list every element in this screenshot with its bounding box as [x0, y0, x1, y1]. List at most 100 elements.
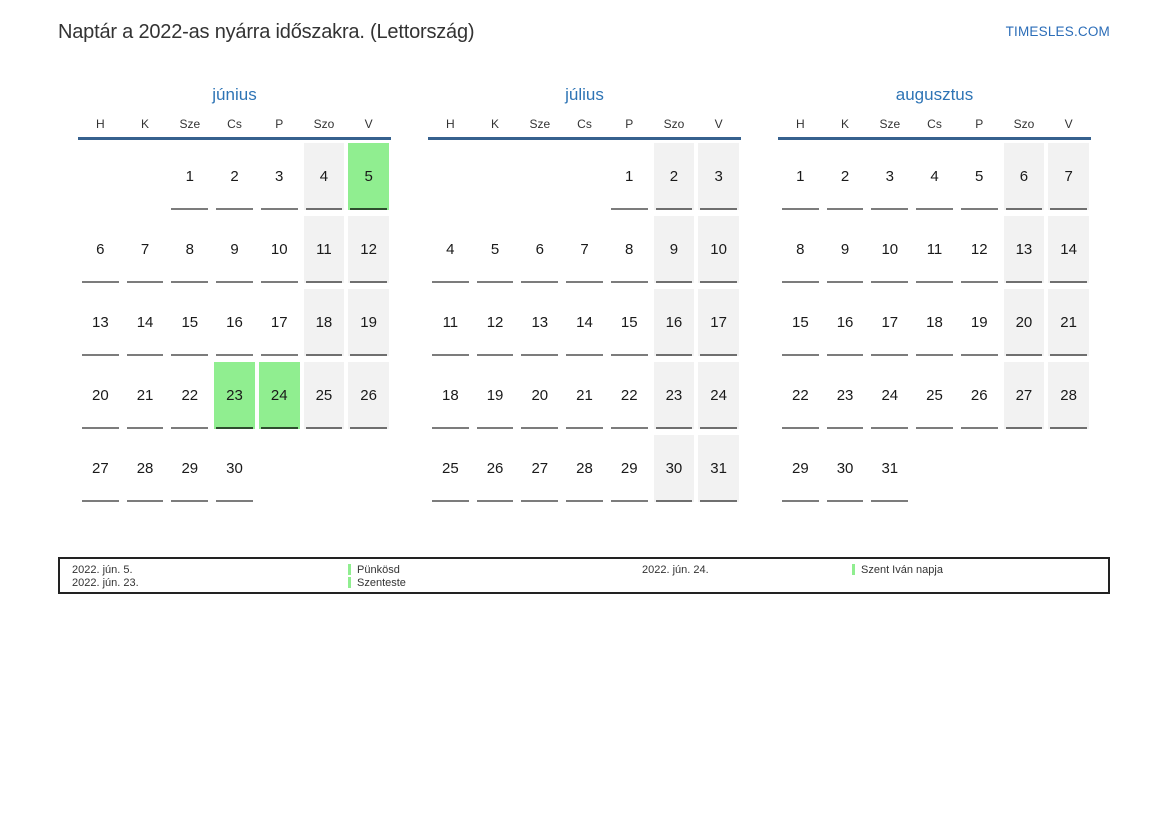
day-cell: 27	[519, 435, 560, 502]
weekday-label: Cs	[227, 117, 242, 131]
day-cell: 11	[303, 216, 345, 283]
day-cell: 16	[825, 289, 866, 356]
day-cell: 13	[80, 289, 121, 356]
day-cell: 16	[214, 289, 255, 356]
weekday-label: H	[446, 117, 455, 131]
day-cell: 2	[825, 143, 866, 210]
weekday-label: K	[141, 117, 150, 131]
day-cell: 20	[519, 362, 560, 429]
month-junius: június H K Sze Cs P Szo V 1 2 3 4 5 6 7 8 9 10 11 12 13 14 15 1…	[78, 84, 391, 502]
day-cell: 27	[1003, 362, 1045, 429]
legend-holiday-name: Szenteste	[348, 577, 406, 589]
day-cell: 17	[698, 289, 739, 356]
day-cell: 1	[609, 143, 650, 210]
day-cell: 3	[869, 143, 910, 210]
weekday-header-row: H K Sze Cs P Szo V	[78, 117, 391, 132]
empty-cell	[475, 143, 516, 210]
day-cell: 17	[259, 289, 300, 356]
legend-date: 2022. jún. 5.	[72, 563, 133, 576]
day-cell: 3	[259, 143, 300, 210]
day-cell: 12	[475, 289, 516, 356]
holiday-marker-icon	[348, 577, 351, 588]
day-cell: 5	[959, 143, 1000, 210]
empty-cell	[304, 435, 345, 502]
day-cell: 25	[914, 362, 955, 429]
day-cell: 11	[430, 289, 471, 356]
day-cell: 20	[1003, 289, 1045, 356]
legend-entry: 2022. jún. 24. Szent Iván napja	[584, 563, 1108, 576]
day-cell: 17	[869, 289, 910, 356]
day-cell: 28	[564, 435, 605, 502]
day-cell: 18	[914, 289, 955, 356]
day-cell: 7	[125, 216, 166, 283]
day-cell: 29	[169, 435, 210, 502]
empty-cell	[564, 143, 605, 210]
day-cell: 31	[869, 435, 910, 502]
day-cell: 28	[1048, 362, 1089, 429]
page-title: Naptár a 2022-as nyárra időszakra. (Lett…	[58, 21, 475, 43]
day-cell: 3	[698, 143, 739, 210]
day-cell: 6	[1003, 143, 1045, 210]
weekday-label: Szo	[1013, 117, 1035, 131]
day-cell: 31	[698, 435, 739, 502]
day-cell: 29	[609, 435, 650, 502]
day-cell: 23	[653, 362, 695, 429]
day-cell: 10	[259, 216, 300, 283]
holiday-day-cell: 5	[348, 143, 389, 210]
empty-cell	[1004, 435, 1045, 502]
month-title: június	[212, 85, 257, 104]
day-cell: 8	[609, 216, 650, 283]
site-link[interactable]: TIMESLES.COM	[1005, 24, 1110, 39]
day-cell: 11	[914, 216, 955, 283]
weekday-label: V	[714, 117, 723, 131]
day-cell: 18	[430, 362, 471, 429]
empty-cell	[519, 143, 560, 210]
day-grid: 1 2 3 4 5 6 7 8 9 10 11 12 13 14 15 16 17 18 19 20 21 22 23 24 2…	[428, 143, 741, 502]
weekday-label: P	[275, 117, 284, 131]
weekday-label: V	[364, 117, 373, 131]
day-cell: 18	[303, 289, 345, 356]
day-cell: 15	[780, 289, 821, 356]
day-cell: 16	[653, 289, 695, 356]
day-cell: 24	[869, 362, 910, 429]
day-cell: 30	[214, 435, 255, 502]
day-cell: 14	[564, 289, 605, 356]
day-cell: 4	[430, 216, 471, 283]
day-cell: 23	[825, 362, 866, 429]
day-cell: 9	[653, 216, 695, 283]
weekday-header-row: H K Sze Cs P Szo V	[778, 117, 1091, 132]
day-cell: 12	[348, 216, 389, 283]
weekday-label: Szo	[663, 117, 685, 131]
empty-cell	[125, 143, 166, 210]
legend-date: 2022. jún. 23.	[72, 576, 139, 589]
empty-cell	[1048, 435, 1089, 502]
day-cell: 7	[564, 216, 605, 283]
header-rule	[78, 137, 391, 140]
day-cell: 4	[303, 143, 345, 210]
day-cell: 15	[609, 289, 650, 356]
weekday-label: V	[1064, 117, 1073, 131]
day-cell: 4	[914, 143, 955, 210]
legend-entry: 2022. jún. 23. Szenteste	[60, 576, 584, 589]
day-cell: 10	[869, 216, 910, 283]
weekday-label: Szo	[313, 117, 335, 131]
weekday-label: H	[96, 117, 105, 131]
holiday-marker-icon	[852, 564, 855, 575]
day-cell: 29	[780, 435, 821, 502]
day-cell: 21	[125, 362, 166, 429]
weekday-label: K	[841, 117, 850, 131]
day-cell: 21	[564, 362, 605, 429]
day-cell: 24	[698, 362, 739, 429]
month-title: augusztus	[895, 85, 974, 104]
day-cell: 30	[653, 435, 695, 502]
holiday-day-cell: 24	[258, 362, 300, 429]
day-cell: 6	[80, 216, 121, 283]
weekday-label: P	[625, 117, 634, 131]
day-cell: 2	[653, 143, 695, 210]
day-cell: 1	[169, 143, 210, 210]
day-cell: 10	[698, 216, 739, 283]
legend-holiday-name: Szent Iván napja	[852, 564, 943, 576]
day-cell: 25	[430, 435, 471, 502]
day-cell: 9	[214, 216, 255, 283]
